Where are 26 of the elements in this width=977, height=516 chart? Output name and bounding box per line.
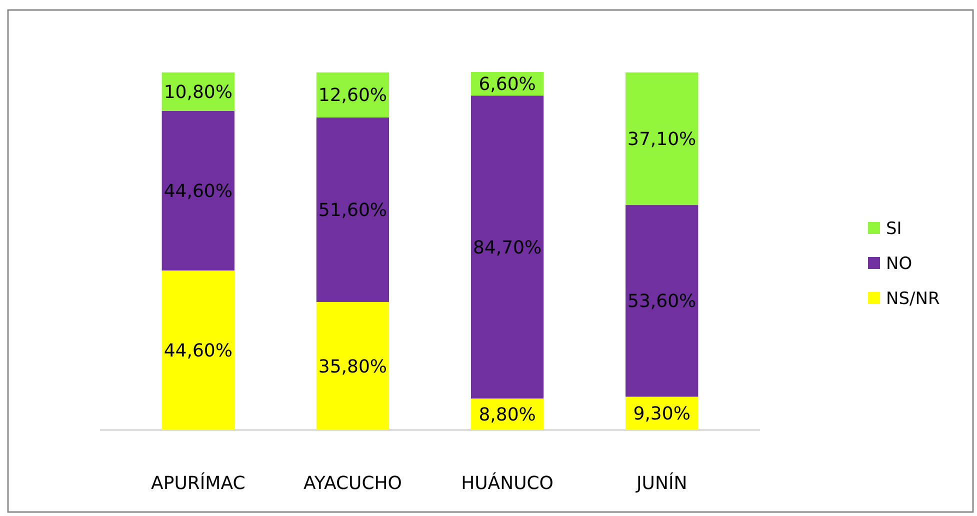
data-label: 37,10% [628,129,696,150]
data-label: 12,60% [318,85,388,106]
data-label: 44,60% [164,340,232,362]
x-tick-label: APURÍMAC [151,472,246,494]
data-label: 6,60% [478,74,536,96]
legend-label: NO [886,254,912,274]
bar [162,270,234,430]
bar [162,110,234,270]
data-label: 84,70% [472,237,542,258]
data-label: 44,60% [164,181,232,202]
data-label: 53,60% [628,291,696,312]
data-label: 10,80% [164,82,232,103]
legend-label: NS/NR [886,288,940,309]
bar [316,117,390,302]
x-tick-label: JUNÍN [635,472,688,494]
data-label: 9,30% [633,404,690,425]
bar [316,302,390,430]
data-label: 35,80% [318,356,388,378]
data-label: 8,80% [478,404,536,426]
data-label: 51,60% [318,200,388,221]
bar [626,72,698,206]
bar [470,96,544,399]
legend-label: SI [886,218,902,239]
x-tick-label: HUÁNUCO [461,472,554,494]
x-tick-label: AYACUCHO [303,472,402,494]
bar [626,205,698,397]
